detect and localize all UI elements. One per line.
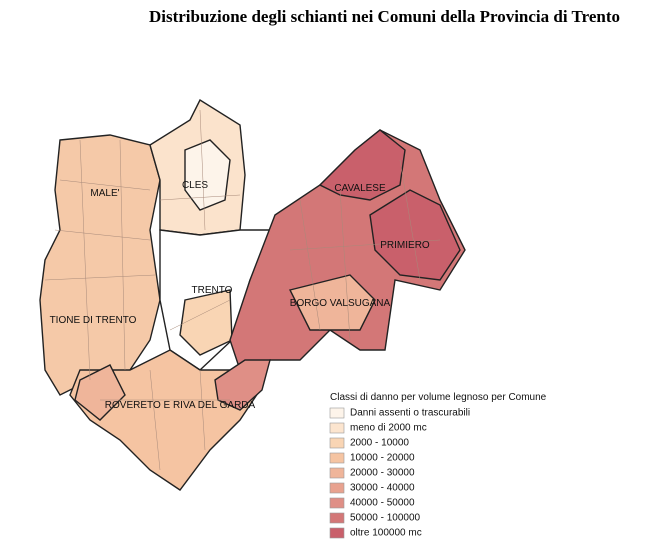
legend-swatch [329,467,345,479]
area [74,364,126,421]
legend-swatch [329,482,345,494]
district-label: CLES [182,180,208,191]
legend-swatch [329,407,345,419]
municipal-borders [44,109,441,471]
area [184,139,231,211]
district-label: BORGO VALSUGANA [290,298,391,309]
legend-swatch [329,512,345,524]
legend-swatch [329,452,345,464]
area [179,289,233,356]
legend-label: oltre 100000 mc [350,528,422,539]
map-title: Distribuzione degli schianti nei Comuni … [149,7,620,26]
district-label: PRIMIERO [380,240,430,251]
area [318,129,406,201]
legend-label: 40000 - 50000 [350,498,415,509]
legend-label: Danni assenti o trascurabili [350,408,470,419]
area [288,274,376,331]
district-label: ROVERETO E RIVA DEL GARDA [105,400,256,411]
district-label: MALE' [90,188,119,199]
map-areas [39,98,466,491]
legend-label: meno di 2000 mc [350,423,427,434]
legend-label: 50000 - 100000 [350,513,421,524]
district-labels: MALE' CLES CAVALESE PRIMIERO TRENTO BORG… [50,180,430,411]
legend-title: Classi di danno per volume legnoso per C… [330,392,547,403]
area [39,134,161,396]
legend: Classi di danno per volume legnoso per C… [329,392,547,539]
district-label: TRENTO [192,285,233,296]
legend-label: 10000 - 20000 [350,453,415,464]
legend-label: 2000 - 10000 [350,438,409,449]
legend-swatch [329,527,345,539]
legend-swatch [329,437,345,449]
district-label: CAVALESE [334,183,386,194]
district-label: TIONE DI TRENTO [50,315,137,326]
legend-swatch [329,422,345,434]
area [369,189,461,281]
legend-label: 30000 - 40000 [350,483,415,494]
legend-label: 20000 - 30000 [350,468,415,479]
legend-swatch [329,497,345,509]
